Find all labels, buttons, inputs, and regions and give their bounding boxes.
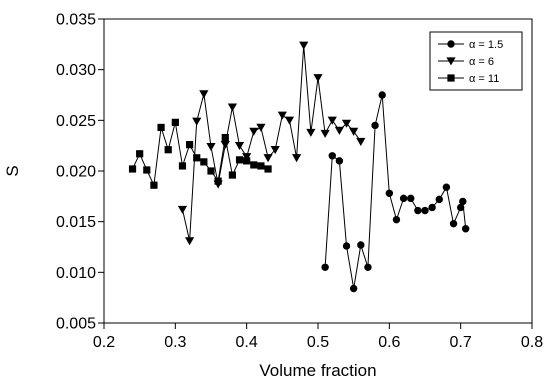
data-point bbox=[407, 195, 414, 202]
data-point bbox=[264, 165, 271, 172]
data-point bbox=[336, 157, 343, 164]
series-triangle-down bbox=[178, 42, 366, 246]
x-tick-label: 0.2 bbox=[93, 334, 115, 351]
data-point bbox=[256, 124, 265, 132]
legend-marker bbox=[447, 40, 454, 47]
data-point bbox=[306, 129, 315, 137]
data-point bbox=[243, 157, 250, 164]
data-point bbox=[329, 152, 336, 159]
data-point bbox=[221, 141, 230, 149]
y-tick-label: 0.025 bbox=[56, 113, 96, 130]
data-point bbox=[364, 264, 371, 271]
data-point bbox=[235, 142, 244, 150]
data-point bbox=[278, 112, 287, 120]
data-point bbox=[129, 165, 136, 172]
y-tick-label: 0.010 bbox=[56, 265, 96, 282]
data-point bbox=[186, 141, 193, 148]
data-point bbox=[356, 138, 365, 146]
data-point bbox=[200, 158, 207, 165]
data-point bbox=[462, 225, 469, 232]
data-point bbox=[400, 195, 407, 202]
data-point bbox=[199, 90, 208, 98]
data-point bbox=[379, 91, 386, 98]
data-point bbox=[393, 216, 400, 223]
data-point bbox=[179, 162, 186, 169]
data-point bbox=[215, 178, 222, 185]
x-tick-label: 0.6 bbox=[378, 334, 400, 351]
data-point bbox=[222, 134, 229, 141]
data-point bbox=[165, 146, 172, 153]
x-tick-label: 0.5 bbox=[307, 334, 329, 351]
plot-area bbox=[129, 42, 469, 293]
data-point bbox=[421, 207, 428, 214]
legend-label: α = 6 bbox=[469, 56, 494, 68]
data-point bbox=[371, 122, 378, 129]
x-tick-label: 0.4 bbox=[236, 334, 258, 351]
data-point bbox=[436, 196, 443, 203]
legend-marker bbox=[447, 74, 454, 81]
x-tick-label: 0.8 bbox=[521, 334, 543, 351]
data-point bbox=[250, 161, 257, 168]
data-point bbox=[150, 182, 157, 189]
legend-label: α = 1.5 bbox=[469, 39, 503, 51]
data-point bbox=[328, 117, 337, 125]
data-point bbox=[450, 220, 457, 227]
data-point bbox=[263, 154, 272, 162]
legend-label: α = 11 bbox=[469, 73, 499, 85]
y-tick-label: 0.035 bbox=[56, 12, 96, 29]
data-point bbox=[350, 285, 357, 292]
data-point bbox=[443, 184, 450, 191]
data-point bbox=[207, 167, 214, 174]
data-point bbox=[299, 42, 308, 50]
data-point bbox=[136, 150, 143, 157]
data-point bbox=[193, 154, 200, 161]
x-axis-title: Volume fraction bbox=[259, 361, 376, 380]
data-point bbox=[285, 117, 294, 125]
data-point bbox=[459, 198, 466, 205]
y-tick-label: 0.020 bbox=[56, 164, 96, 181]
data-point bbox=[335, 127, 344, 135]
y-tick-label: 0.005 bbox=[56, 316, 96, 333]
data-point bbox=[178, 206, 187, 214]
data-point bbox=[228, 103, 237, 111]
x-tick-label: 0.3 bbox=[164, 334, 186, 351]
data-point bbox=[157, 124, 164, 131]
data-point bbox=[206, 143, 215, 151]
data-point bbox=[143, 166, 150, 173]
legend: α = 1.5 α = 6 α = 11 bbox=[430, 32, 522, 90]
data-point bbox=[386, 190, 393, 197]
y-tick-label: 0.030 bbox=[56, 62, 96, 79]
data-point bbox=[257, 162, 264, 169]
data-point bbox=[414, 207, 421, 214]
data-point bbox=[192, 118, 201, 126]
data-point bbox=[229, 171, 236, 178]
y-tick-label: 0.015 bbox=[56, 214, 96, 231]
data-point bbox=[321, 130, 330, 138]
y-axis-title: S bbox=[3, 165, 22, 176]
data-point bbox=[249, 128, 258, 136]
data-point bbox=[321, 264, 328, 271]
data-point bbox=[185, 237, 194, 245]
data-point bbox=[428, 204, 435, 211]
data-point bbox=[349, 128, 358, 136]
data-point bbox=[357, 241, 364, 248]
data-point bbox=[172, 119, 179, 126]
data-point bbox=[292, 154, 301, 162]
data-point bbox=[313, 74, 322, 82]
data-point bbox=[236, 156, 243, 163]
data-point bbox=[343, 242, 350, 249]
x-tick-label: 0.7 bbox=[450, 334, 472, 351]
